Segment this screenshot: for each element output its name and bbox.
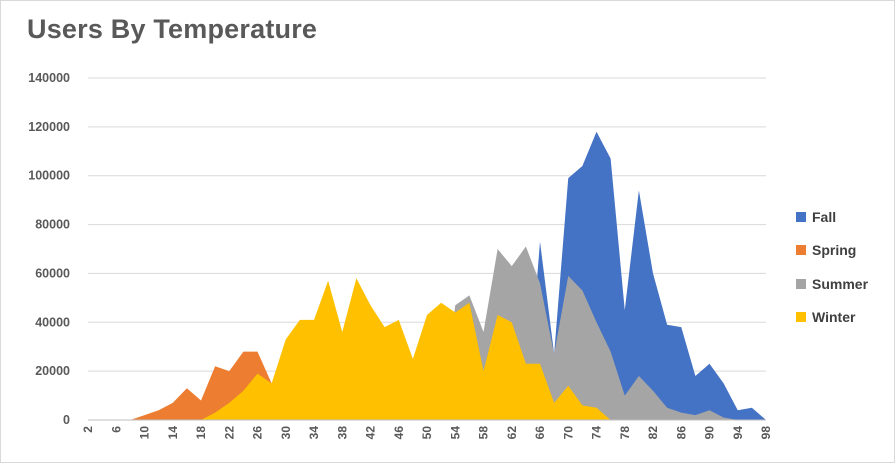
x-tick-label: 98: [759, 426, 773, 440]
y-tick-label: 140000: [28, 71, 70, 85]
x-tick-label: 50: [420, 426, 434, 440]
x-tick-label: 54: [448, 426, 462, 440]
x-tick-label: 22: [222, 426, 236, 440]
legend-label: Summer: [812, 275, 869, 292]
x-tick-label: 82: [646, 426, 660, 440]
y-tick-label: 20000: [35, 364, 70, 378]
y-tick-label: 100000: [28, 169, 70, 183]
x-tick-label: 30: [279, 426, 293, 440]
legend-label: Spring: [812, 242, 857, 259]
legend-label: Fall: [812, 208, 837, 225]
legend-swatch: [796, 312, 806, 323]
x-tick-label: 34: [307, 426, 321, 440]
y-tick-label: 60000: [35, 266, 70, 280]
y-axis-ticks: 0 20000 40000 60000 80000 100000 120000 140000: [28, 71, 70, 427]
legend-swatch: [796, 211, 806, 222]
x-tick-label: 18: [194, 426, 208, 440]
x-tick-label: 42: [364, 426, 378, 440]
x-tick-label: 2: [81, 426, 95, 433]
y-tick-label: 80000: [35, 218, 70, 232]
x-tick-label: 66: [533, 426, 547, 440]
x-tick-label: 62: [505, 426, 519, 440]
area-series-winter: [88, 278, 766, 420]
legend-swatch: [796, 245, 806, 256]
x-tick-label: 78: [618, 426, 632, 440]
x-tick-label: 46: [392, 426, 406, 440]
legend-item-fall: Fall: [796, 200, 868, 234]
x-tick-label: 94: [731, 426, 745, 440]
legend-item-winter: Winter: [796, 301, 868, 335]
x-tick-label: 90: [703, 426, 717, 440]
legend-swatch: [796, 278, 806, 289]
y-tick-label: 0: [63, 413, 70, 427]
legend-item-summer: Summer: [796, 267, 868, 301]
x-tick-label: 58: [477, 426, 491, 440]
x-tick-label: 38: [335, 426, 349, 440]
legend-item-spring: Spring: [796, 234, 868, 268]
x-tick-label: 10: [138, 426, 152, 440]
x-tick-label: 6: [109, 426, 123, 433]
area-series-summer: [88, 246, 766, 420]
series-areas: [88, 131, 766, 421]
x-tick-label: 74: [590, 426, 604, 440]
x-tick-label: 70: [561, 426, 575, 440]
y-tick-label: 40000: [35, 315, 70, 329]
legend: Fall Spring Summer Winter: [796, 200, 868, 334]
chart-title: Users By Temperature: [27, 14, 318, 44]
legend-label: Winter: [812, 309, 856, 326]
y-tick-label: 120000: [28, 120, 70, 134]
x-tick-label: 26: [251, 426, 265, 440]
x-tick-label: 14: [166, 426, 180, 440]
x-axis-ticks: 2 6 10 14 18 22 26 30 34 38 42 46 50 54 58 62 66 70 74 78 82…: [81, 426, 773, 440]
x-tick-label: 86: [674, 426, 688, 440]
